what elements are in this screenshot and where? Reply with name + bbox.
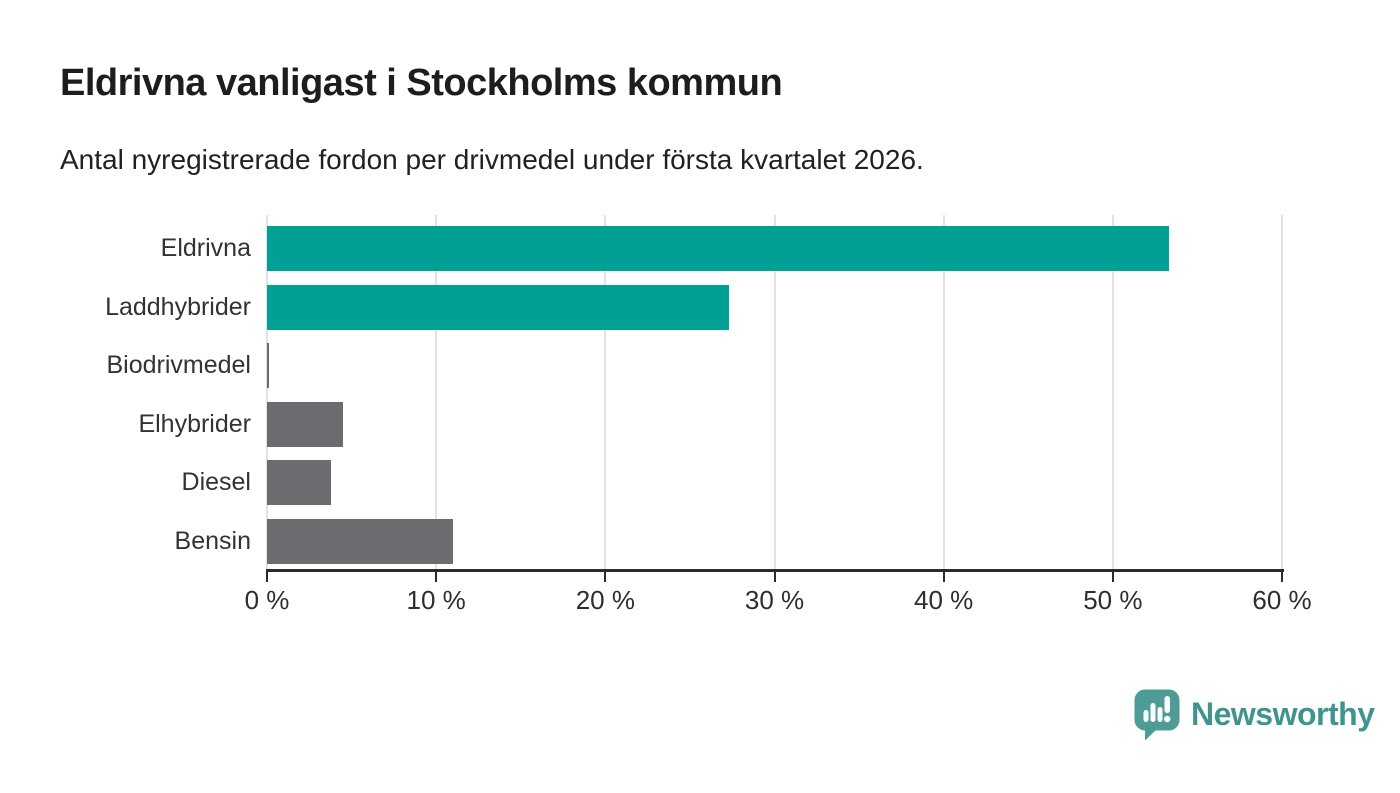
- newsworthy-logo: Newsworthy: [1133, 688, 1375, 741]
- bar-chart-speech-bubble-icon: [1134, 689, 1180, 741]
- x-tick-label: 10 %: [406, 585, 466, 615]
- category-label: Elhybrider: [138, 409, 251, 438]
- category-label: Diesel: [181, 468, 251, 497]
- x-tick-label: 40 %: [914, 585, 974, 615]
- x-tick-mark: [1111, 572, 1114, 582]
- x-tick-label: 0 %: [244, 585, 290, 615]
- category-label: Bensin: [174, 527, 251, 555]
- category-label: Eldrivna: [160, 234, 251, 262]
- gridline: [942, 215, 945, 569]
- gridline: [435, 215, 438, 569]
- bar: [267, 284, 729, 330]
- x-tick-label: 20 %: [575, 585, 635, 615]
- x-tick-mark: [773, 572, 776, 582]
- bar: [267, 401, 344, 447]
- bar: [267, 460, 332, 506]
- category-label: Biodrivmedel: [106, 351, 251, 380]
- x-tick-mark: [435, 572, 438, 582]
- gridline: [1281, 215, 1283, 569]
- x-tick-label: 60 %: [1252, 585, 1312, 615]
- gridline: [266, 215, 268, 569]
- x-tick-label: 30 %: [744, 585, 805, 615]
- chart-subtitle: Antal nyregistrerade fordon per drivmede…: [60, 144, 924, 175]
- x-tick-label: 50 %: [1083, 585, 1143, 615]
- x-tick-mark: [942, 572, 945, 582]
- bar: [267, 519, 454, 564]
- x-tick-mark: [266, 572, 268, 582]
- gridline: [604, 215, 607, 569]
- chart-title: Eldrivna vanligast i Stockholms kommun: [60, 62, 783, 104]
- gridline: [1111, 215, 1114, 569]
- x-axis-line: [266, 569, 1284, 572]
- bar: [267, 343, 269, 389]
- x-tick-mark: [1281, 572, 1283, 582]
- gridline: [773, 215, 776, 569]
- category-label: Laddhybrider: [105, 292, 251, 321]
- x-tick-mark: [604, 572, 607, 582]
- bar: [267, 226, 1169, 271]
- newsworthy-wordmark: Newsworthy: [1191, 696, 1375, 732]
